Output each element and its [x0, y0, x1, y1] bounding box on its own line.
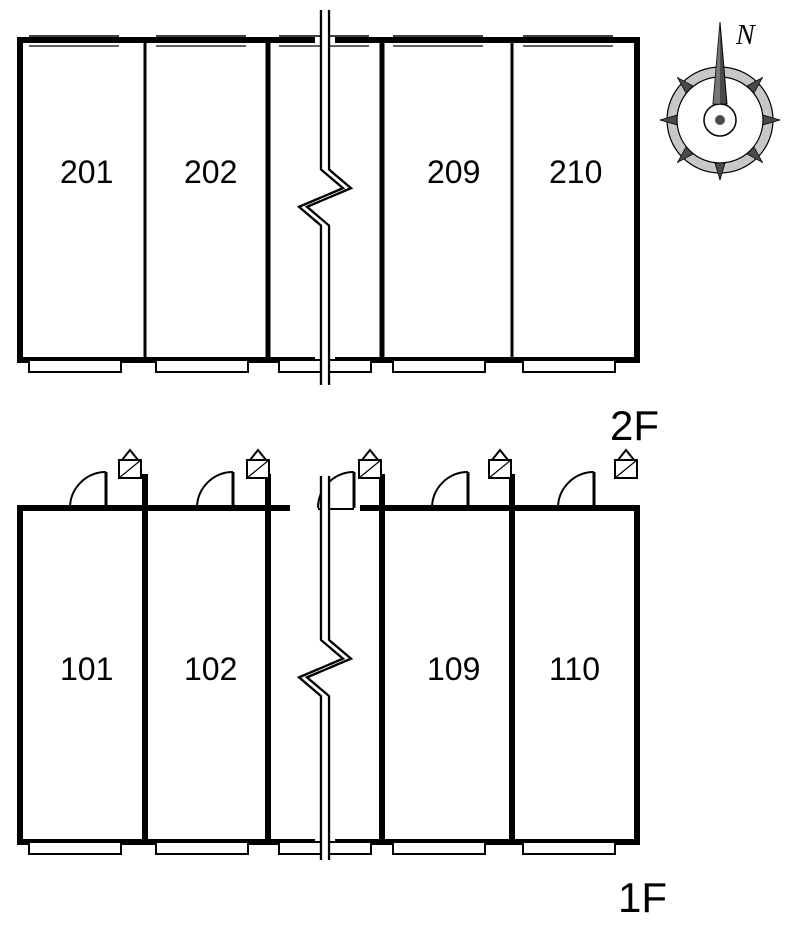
section-break-icon [299, 476, 351, 860]
floorplan-svg: N 201 202 209 210 2F 101 102 109 110 1F [0, 0, 800, 942]
unit-label-202: 202 [184, 154, 237, 190]
floorplan-canvas: N 201 202 209 210 2F 101 102 109 110 1F [0, 0, 800, 942]
floor-label-f2: 2F [610, 402, 659, 449]
north-label: N [735, 20, 756, 51]
section-break-icon [299, 10, 351, 385]
floor-f1: 101 102 109 110 1F [20, 450, 667, 921]
floor-f2: 201 202 209 210 2F [20, 10, 659, 449]
compass-icon: N [660, 20, 780, 180]
unit-label-210: 210 [549, 154, 602, 190]
floor-label-f1: 1F [618, 874, 667, 921]
unit-label-109: 109 [427, 651, 480, 687]
unit-label-101: 101 [60, 651, 113, 687]
unit-label-209: 209 [427, 154, 480, 190]
unit-label-110: 110 [549, 651, 600, 687]
unit-label-201: 201 [60, 154, 113, 190]
unit-label-102: 102 [184, 651, 237, 687]
